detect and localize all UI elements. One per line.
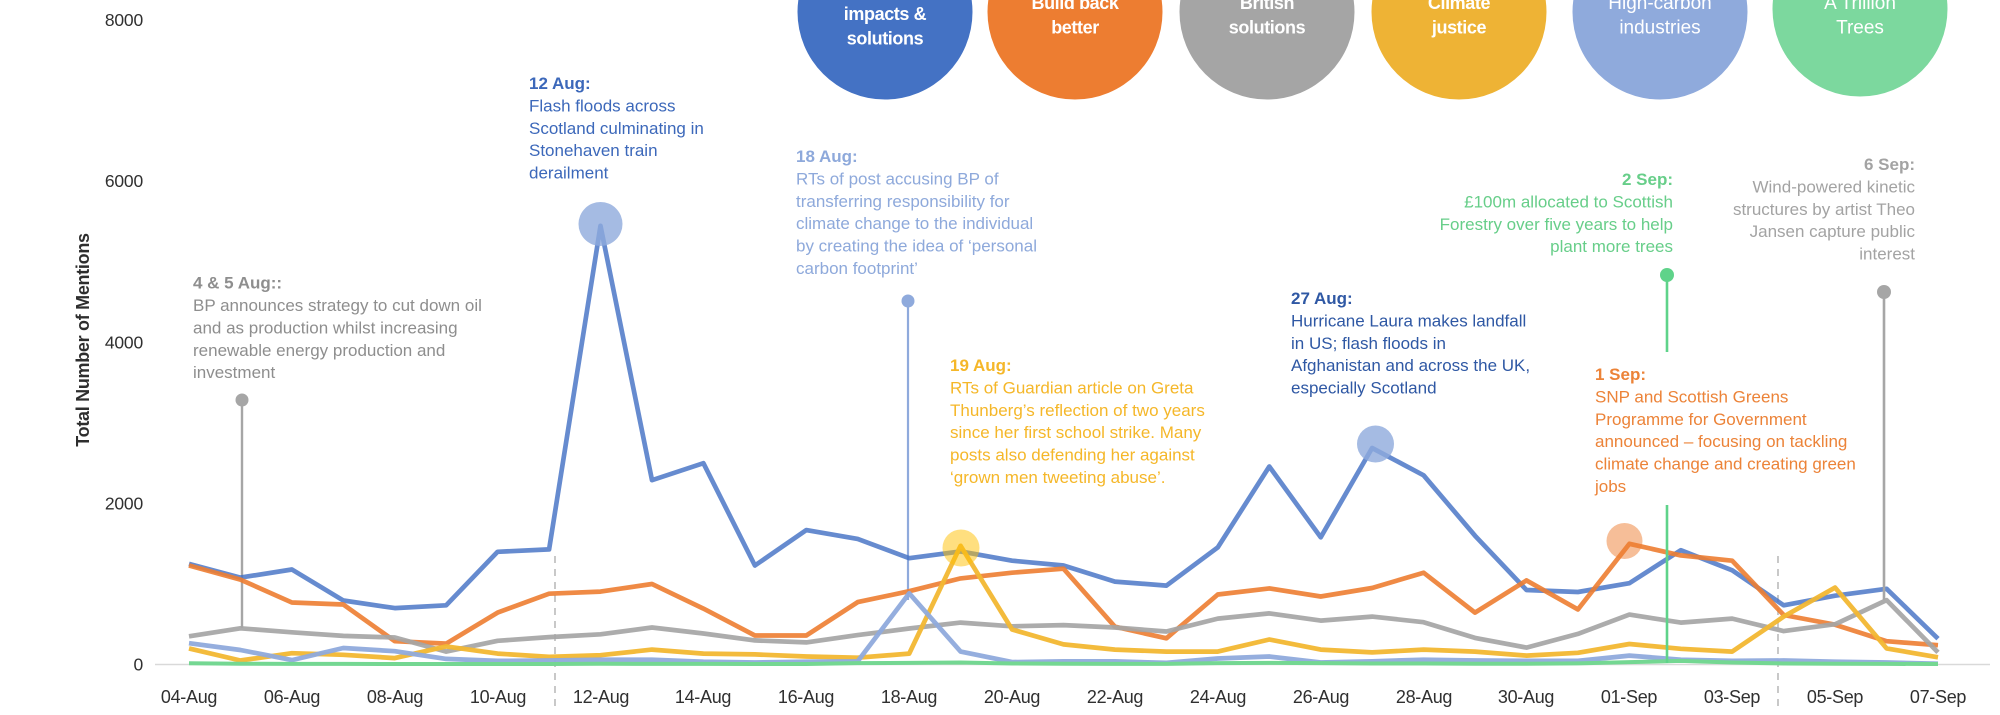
svg-text:announced – focusing on tackli: announced – focusing on tackling [1595,432,1847,451]
svg-text:07-Sep: 07-Sep [1910,687,1967,707]
svg-text:industries: industries [1619,18,1700,39]
svg-text:Stonehaven train: Stonehaven train [529,141,658,160]
svg-text:High-carbon: High-carbon [1608,0,1712,14]
svg-text:Total Number of Mentions: Total Number of Mentions [73,233,93,447]
svg-text:Programme for Government: Programme for Government [1595,410,1807,429]
svg-text:better: better [1051,18,1099,38]
svg-text:24-Aug: 24-Aug [1190,687,1246,707]
svg-text:18-Aug: 18-Aug [881,687,937,707]
svg-text:solutions: solutions [847,29,924,49]
svg-text:SNP and Scottish Greens: SNP and Scottish Greens [1595,387,1788,406]
svg-text:‘grown men tweeting abuse’.: ‘grown men tweeting abuse’. [950,468,1165,487]
svg-text:0: 0 [133,655,143,675]
svg-text:A Trillion: A Trillion [1824,0,1896,14]
svg-text:26-Aug: 26-Aug [1293,687,1349,707]
svg-text:Hurricane Laura makes landfall: Hurricane Laura makes landfall [1291,311,1526,330]
svg-text:22-Aug: 22-Aug [1087,687,1143,707]
svg-text:Afghanistan and across the UK,: Afghanistan and across the UK, [1291,356,1530,375]
svg-text:justice: justice [1431,18,1487,38]
svg-text:since her first school strike.: since her first school strike. Many [950,423,1202,442]
svg-text:6 Sep:: 6 Sep: [1864,155,1915,174]
svg-text:climate change and creating gr: climate change and creating green [1595,455,1856,474]
svg-text:investment: investment [193,363,275,382]
svg-text:impacts &: impacts & [844,4,927,24]
svg-text:06-Aug: 06-Aug [264,687,320,707]
svg-text:structures by artist Theo: structures by artist Theo [1733,200,1915,219]
svg-text:19 Aug:: 19 Aug: [950,356,1012,375]
svg-text:Jansen capture public: Jansen capture public [1750,222,1916,241]
svg-text:16-Aug: 16-Aug [778,687,834,707]
svg-text:Forestry over five years to he: Forestry over five years to help [1440,215,1673,234]
svg-text:12 Aug:: 12 Aug: [529,74,591,93]
svg-text:renewable energy production an: renewable energy production and [193,341,445,360]
svg-text:Wind-powered kinetic: Wind-powered kinetic [1752,177,1915,196]
svg-text:4 & 5 Aug::: 4 & 5 Aug:: [193,274,282,293]
svg-text:Flash floods across: Flash floods across [529,96,675,115]
svg-text:by creating the idea of ‘perso: by creating the idea of ‘personal [796,237,1037,256]
svg-text:carbon footprint’: carbon footprint’ [796,259,918,278]
svg-text:6000: 6000 [105,171,144,191]
svg-text:plant more trees: plant more trees [1550,237,1673,256]
svg-text:10-Aug: 10-Aug [470,687,526,707]
svg-text:in US; flash floods in: in US; flash floods in [1291,334,1446,353]
svg-text:28-Aug: 28-Aug [1396,687,1452,707]
svg-text:2000: 2000 [105,494,144,514]
svg-text:BP announces strategy to cut d: BP announces strategy to cut down oil [193,296,482,315]
svg-text:2 Sep:: 2 Sep: [1622,170,1673,189]
svg-text:and as production whilst incre: and as production whilst increasing [193,318,458,337]
svg-text:1 Sep:: 1 Sep: [1595,365,1646,384]
svg-text:solutions: solutions [1229,18,1306,38]
svg-text:27 Aug:: 27 Aug: [1291,289,1353,308]
svg-text:14-Aug: 14-Aug [675,687,731,707]
svg-text:01-Sep: 01-Sep [1601,687,1658,707]
svg-text:British: British [1240,0,1294,13]
svg-text:£100m allocated to Scottish: £100m allocated to Scottish [1464,192,1673,211]
svg-text:8000: 8000 [105,10,144,30]
svg-text:20-Aug: 20-Aug [984,687,1040,707]
svg-text:RTs of post accusing BP of: RTs of post accusing BP of [796,169,999,188]
svg-text:transferring responsibility fo: transferring responsibility for [796,192,1010,211]
svg-text:posts also defending her again: posts also defending her against [950,446,1195,465]
svg-text:03-Sep: 03-Sep [1704,687,1761,707]
svg-text:Climate: Climate [1428,0,1491,13]
svg-text:especially Scotland: especially Scotland [1291,379,1437,398]
svg-text:18 Aug:: 18 Aug: [796,147,858,166]
svg-text:4000: 4000 [105,333,144,353]
svg-text:08-Aug: 08-Aug [367,687,423,707]
svg-text:05-Sep: 05-Sep [1807,687,1864,707]
svg-text:12-Aug: 12-Aug [573,687,629,707]
svg-text:climate change to the individu: climate change to the individual [796,214,1033,233]
svg-text:04-Aug: 04-Aug [161,687,217,707]
svg-text:interest: interest [1859,245,1915,264]
svg-text:Scotland culminating in: Scotland culminating in [529,119,704,138]
svg-text:derailment: derailment [529,164,609,183]
svg-text:Thunberg’s reflection of two y: Thunberg’s reflection of two years [950,401,1205,420]
svg-text:Build back: Build back [1031,0,1119,13]
svg-text:30-Aug: 30-Aug [1498,687,1554,707]
svg-text:Trees: Trees [1836,18,1884,39]
svg-text:jobs: jobs [1594,477,1626,496]
svg-text:RTs of Guardian article on Gre: RTs of Guardian article on Greta [950,378,1194,397]
